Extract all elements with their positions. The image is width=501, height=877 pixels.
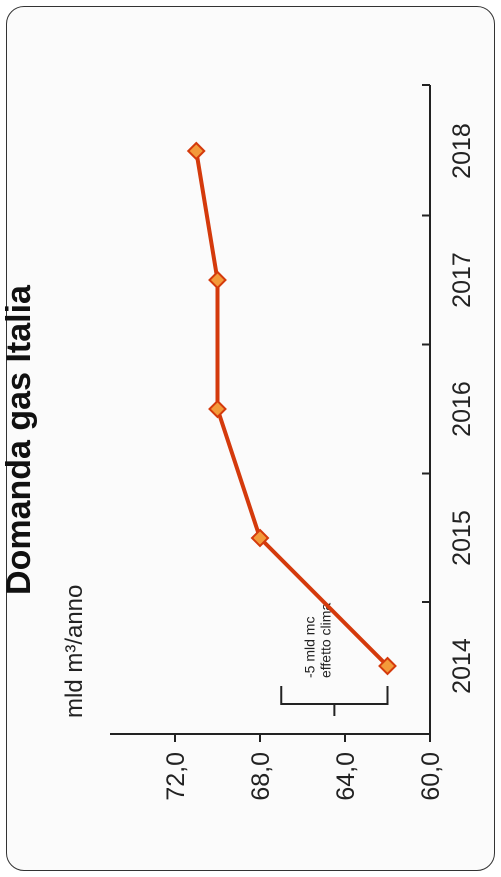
y-tick-label: 60,0 xyxy=(417,752,445,801)
data-point-marker xyxy=(208,399,227,419)
annotation-line-2: effetto clima xyxy=(317,603,333,678)
climate-effect-annotation: -5 mld mc effetto clima xyxy=(280,603,389,716)
x-tick-label: 2016 xyxy=(448,381,476,437)
data-point-marker xyxy=(208,270,227,290)
x-tick-label: 2015 xyxy=(448,510,476,566)
x-tick-label: 2018 xyxy=(448,123,476,179)
y-axis-unit-label: mld m³/anno xyxy=(61,585,88,718)
annotation-line-1: -5 mld mc xyxy=(301,617,317,678)
data-point-marker xyxy=(186,141,206,161)
y-tick-label: 68,0 xyxy=(247,752,275,801)
y-tick-label: 72,0 xyxy=(162,752,190,801)
x-tick-label: 2014 xyxy=(448,638,476,694)
annotation-bracket xyxy=(280,686,389,716)
data-point-marker xyxy=(378,656,397,676)
x-tick-label: 2017 xyxy=(448,252,476,308)
chart-frame xyxy=(6,6,495,871)
chart-title: Domanda gas Italia xyxy=(0,284,38,595)
data-point-marker xyxy=(250,528,270,548)
y-tick-label: 64,0 xyxy=(332,752,360,801)
